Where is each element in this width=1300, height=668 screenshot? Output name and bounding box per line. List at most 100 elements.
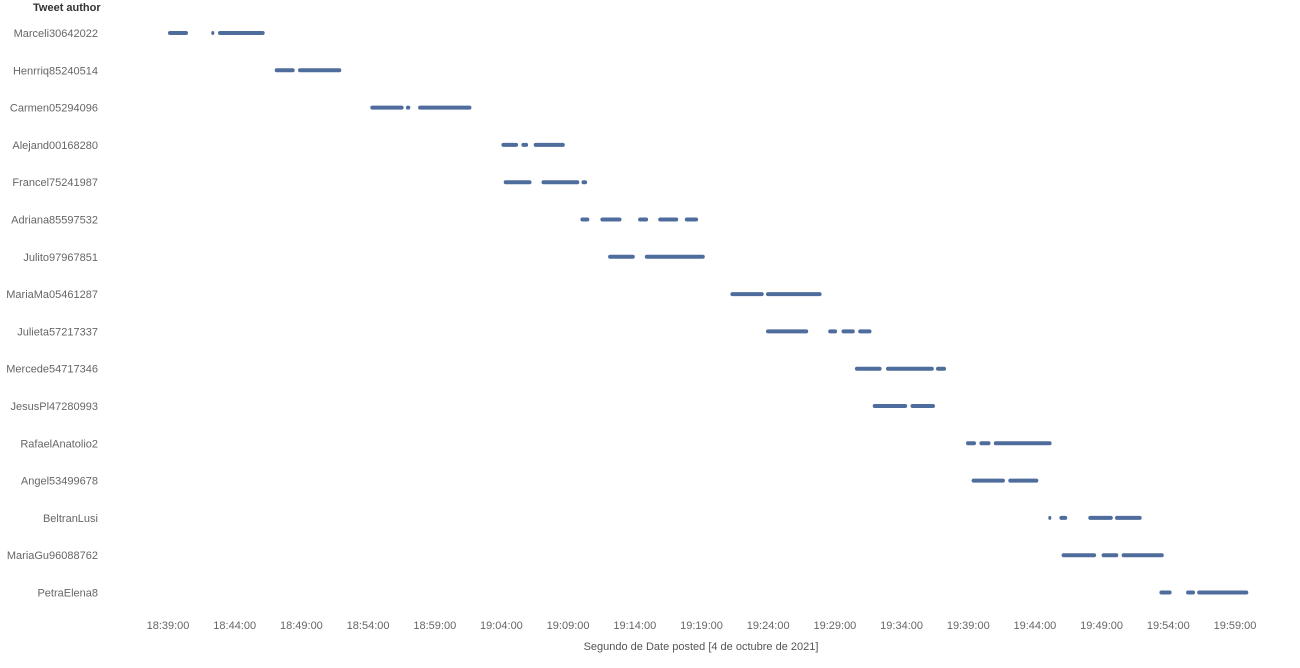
- tweet-mark: [966, 441, 976, 446]
- author-row: Julieta57217337: [17, 326, 872, 338]
- tweet-mark: [638, 217, 649, 222]
- tweet-mark: [730, 292, 764, 297]
- tweet-mark: [886, 366, 934, 371]
- x-tick-label: 19:44:00: [1013, 620, 1056, 632]
- x-tick-label: 19:59:00: [1214, 620, 1257, 632]
- tweet-mark: [1197, 590, 1249, 595]
- author-row: Alejand00168280: [12, 140, 565, 152]
- tweet-mark: [910, 404, 935, 408]
- x-tick-label: 19:29:00: [813, 620, 856, 632]
- author-row: Francel75241987: [12, 177, 588, 189]
- author-row: Henrriq85240514: [13, 65, 342, 77]
- x-tick-label: 18:49:00: [280, 620, 323, 632]
- author-row: Angel53499678: [21, 476, 1039, 488]
- tweet-mark: [370, 105, 404, 110]
- author-label: Julieta57217337: [17, 326, 98, 338]
- x-tick-label: 19:54:00: [1147, 620, 1190, 632]
- x-tick-label: 18:54:00: [347, 620, 390, 632]
- x-axis-title: Segundo de Date posted [4 de octubre de …: [584, 641, 819, 653]
- author-label: Alejand00168280: [12, 140, 98, 152]
- author-row: MariaMa05461287: [6, 289, 822, 301]
- author-row: Carmen05294096: [10, 103, 472, 115]
- author-label: Francel75241987: [12, 177, 98, 189]
- author-label: Julito97967851: [23, 252, 98, 264]
- x-tick-label: 19:14:00: [613, 620, 656, 632]
- author-label: RafaelAnatolio2: [20, 438, 98, 450]
- tweet-mark: [218, 31, 265, 35]
- x-tick-label: 19:09:00: [547, 620, 590, 632]
- row-header: Tweet author: [33, 2, 101, 14]
- author-label: Carmen05294096: [10, 103, 98, 115]
- tweet-mark: [658, 217, 679, 222]
- tweet-mark: [1121, 553, 1164, 558]
- author-label: Marceli30642022: [14, 28, 98, 40]
- tweet-mark: [841, 329, 855, 334]
- tweet-mark: [684, 217, 699, 222]
- tweet-mark: [608, 254, 635, 259]
- tweet-mark: [993, 441, 1052, 446]
- author-label: MariaMa05461287: [6, 289, 98, 301]
- x-tick-label: 19:39:00: [947, 620, 990, 632]
- tweet-mark: [581, 180, 588, 185]
- tweet-mark: [1061, 553, 1097, 558]
- author-row: PetraElena8: [37, 588, 1249, 600]
- tweet-mark: [644, 254, 705, 259]
- x-tick-label: 19:34:00: [880, 620, 923, 632]
- tweet-mark: [1059, 515, 1068, 520]
- tweet-mark: [828, 329, 838, 334]
- author-row: Marceli30642022: [14, 28, 265, 40]
- tweet-mark: [872, 404, 908, 408]
- author-label: Angel53499678: [21, 476, 98, 488]
- tweet-mark: [766, 292, 822, 297]
- author-row: JesusPl47280993: [11, 401, 935, 413]
- tweet-mark: [298, 68, 342, 73]
- tweet-mark: [1008, 478, 1039, 483]
- author-label: PetraElena8: [37, 588, 98, 600]
- tweet-mark: [1186, 590, 1195, 595]
- author-row: Mercede54717346: [6, 364, 946, 376]
- x-tick-label: 19:04:00: [480, 620, 523, 632]
- tweet-mark: [1101, 553, 1119, 558]
- tweet-mark: [1048, 515, 1052, 520]
- tweet-mark: [854, 366, 882, 371]
- tweet-mark: [405, 105, 411, 110]
- author-label: JesusPl47280993: [11, 401, 98, 413]
- author-row: Adriana85597532: [11, 215, 699, 227]
- x-tick-label: 19:19:00: [680, 620, 723, 632]
- tweet-mark: [274, 68, 295, 73]
- tweet-mark: [168, 31, 188, 35]
- tweet-mark: [580, 217, 590, 222]
- tweet-mark: [521, 142, 529, 147]
- x-tick-label: 19:24:00: [747, 620, 790, 632]
- tweet-mark: [503, 180, 532, 185]
- tweet-mark: [858, 329, 872, 334]
- tweet-mark: [211, 31, 215, 35]
- tweet-mark: [936, 366, 946, 371]
- x-tick-label: 19:49:00: [1080, 620, 1123, 632]
- author-row: Julito97967851: [23, 252, 705, 264]
- author-label: Mercede54717346: [6, 364, 98, 376]
- author-label: BeltranLusi: [43, 513, 98, 525]
- tweet-mark: [971, 478, 1005, 483]
- x-axis-ticks: 18:39:00 18:44:00 18:49:00 18:54:00 18:59:00…: [147, 620, 1257, 632]
- tweet-mark: [1115, 515, 1142, 520]
- author-rows: Marceli30642022 Henrriq85240514 Carmen0529…: [6, 28, 1249, 600]
- tweet-mark: [1088, 515, 1113, 520]
- author-row: BeltranLusi: [43, 513, 1142, 525]
- x-tick-label: 18:44:00: [213, 620, 256, 632]
- tweet-mark: [979, 441, 991, 446]
- tweet-mark: [418, 105, 472, 110]
- tweet-mark: [501, 142, 519, 147]
- author-label: MariaGu96088762: [7, 550, 98, 562]
- author-label: Adriana85597532: [11, 215, 98, 227]
- author-row: MariaGu96088762: [7, 550, 1164, 562]
- author-label: Henrriq85240514: [13, 65, 98, 77]
- tweet-mark: [600, 217, 622, 222]
- tweet-mark: [541, 180, 580, 185]
- tweet-mark: [766, 329, 809, 334]
- x-tick-label: 18:39:00: [147, 620, 190, 632]
- author-row: RafaelAnatolio2: [20, 438, 1052, 450]
- tweet-mark: [1159, 590, 1172, 595]
